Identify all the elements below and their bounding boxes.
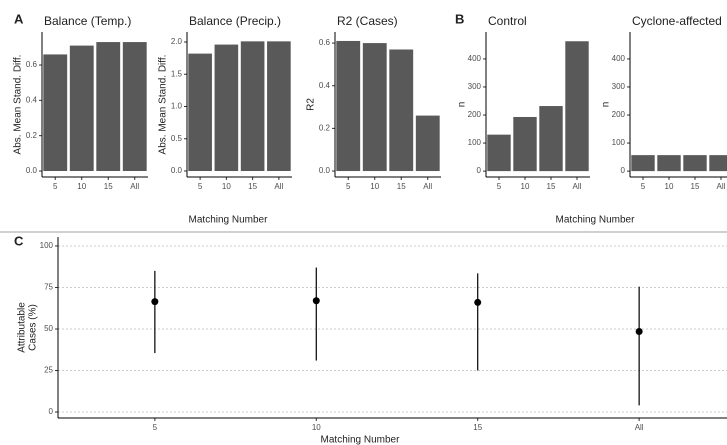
y-axis-label: Abs. Mean Stand. Diff. (13, 55, 24, 155)
y-tick-label: 400 (468, 54, 482, 63)
y-tick-label: 100 (40, 241, 54, 250)
panel-title: R2 (Cases) (337, 14, 398, 28)
x-tick-label: All (573, 182, 582, 191)
bar (415, 115, 440, 172)
x-tick-label: 5 (53, 182, 58, 191)
y-tick-label: 200 (468, 110, 482, 119)
x-tick-label: 10 (665, 182, 674, 191)
x-tick-label: 15 (473, 423, 482, 432)
y-axis-label: n (601, 102, 612, 108)
y-tick-label: 100 (468, 138, 482, 147)
point (635, 327, 643, 335)
bar (362, 43, 387, 172)
x-tick-label: 10 (521, 182, 530, 191)
y-tick-label: 0.0 (319, 166, 331, 175)
y-axis-label: Cases (%) (28, 304, 39, 351)
panel-title: Balance (Precip.) (189, 14, 281, 28)
y-tick-label: 0.6 (319, 38, 331, 47)
bar (631, 155, 655, 172)
y-tick-label: 2.0 (171, 37, 183, 46)
y-axis-label: R2 (306, 98, 317, 111)
y-tick-label: 1.5 (171, 69, 183, 78)
y-tick-label: 0.5 (171, 134, 183, 143)
bar (709, 155, 727, 172)
bar (122, 42, 147, 171)
y-axis-label: n (457, 102, 468, 108)
bar (336, 40, 361, 172)
x-tick-label: All (423, 182, 432, 191)
panel-letter: A (14, 11, 24, 26)
x-tick-label: 15 (104, 182, 113, 191)
y-tick-label: 0 (477, 166, 482, 175)
panel-letter: B (455, 11, 464, 26)
y-tick-label: 0 (49, 407, 54, 416)
panel-title: Balance (Temp.) (44, 14, 131, 28)
panel-title: Control (488, 14, 527, 28)
y-tick-label: 0.4 (319, 81, 331, 90)
x-tick-label: 5 (198, 182, 203, 191)
y-tick-label: 0.6 (26, 60, 38, 69)
y-tick-label: 0.0 (26, 166, 38, 175)
x-tick-label: All (635, 423, 644, 432)
y-tick-label: 300 (468, 82, 482, 91)
y-tick-label: 25 (44, 366, 53, 375)
y-axis-label: Attributable (17, 302, 28, 353)
y-tick-label: 400 (612, 54, 626, 63)
x-tick-label: All (717, 182, 726, 191)
bar (43, 54, 68, 171)
x-tick-label: 10 (77, 182, 86, 191)
bar (565, 41, 589, 172)
panel-title: Cyclone-affected (632, 14, 722, 28)
x-axis-label: Matching Number (321, 435, 401, 445)
x-tick-label: 5 (346, 182, 351, 191)
bar (539, 106, 563, 172)
y-tick-label: 50 (44, 324, 53, 333)
x-tick-label: 15 (397, 182, 406, 191)
x-tick-label: 10 (370, 182, 379, 191)
y-tick-label: 0 (621, 166, 626, 175)
bar (267, 41, 291, 172)
y-tick-label: 0.2 (319, 123, 331, 132)
y-tick-label: 75 (44, 283, 53, 292)
x-tick-label: 10 (222, 182, 231, 191)
y-tick-label: 300 (612, 82, 626, 91)
x-tick-label: 5 (153, 423, 158, 432)
y-tick-label: 0.0 (171, 166, 183, 175)
x-tick-label: 10 (312, 423, 321, 432)
panel-letter: C (14, 233, 24, 248)
bar (240, 41, 265, 172)
bar (188, 53, 212, 172)
x-tick-label: 15 (691, 182, 700, 191)
x-axis-label: Matching Number (556, 215, 636, 226)
y-tick-label: 100 (612, 138, 626, 147)
bar (683, 155, 707, 172)
point (151, 298, 159, 306)
x-tick-label: All (130, 182, 139, 191)
x-tick-label: 5 (497, 182, 502, 191)
y-tick-label: 0.4 (26, 95, 38, 104)
x-axis-label: Matching Number (189, 215, 269, 226)
y-tick-label: 0.2 (26, 131, 38, 140)
bar (657, 155, 681, 172)
y-tick-label: 1.0 (171, 102, 183, 111)
y-axis-label: Abs. Mean Stand. Diff. (158, 55, 169, 155)
bar (69, 45, 94, 171)
bar (513, 116, 537, 172)
x-tick-label: All (274, 182, 283, 191)
y-tick-label: 200 (612, 110, 626, 119)
bar (214, 44, 239, 172)
point (474, 298, 482, 306)
point (312, 297, 320, 305)
bar (389, 49, 414, 172)
x-tick-label: 15 (248, 182, 257, 191)
x-tick-label: 5 (641, 182, 646, 191)
bar (487, 134, 511, 172)
x-tick-label: 15 (547, 182, 556, 191)
bar (96, 42, 121, 171)
